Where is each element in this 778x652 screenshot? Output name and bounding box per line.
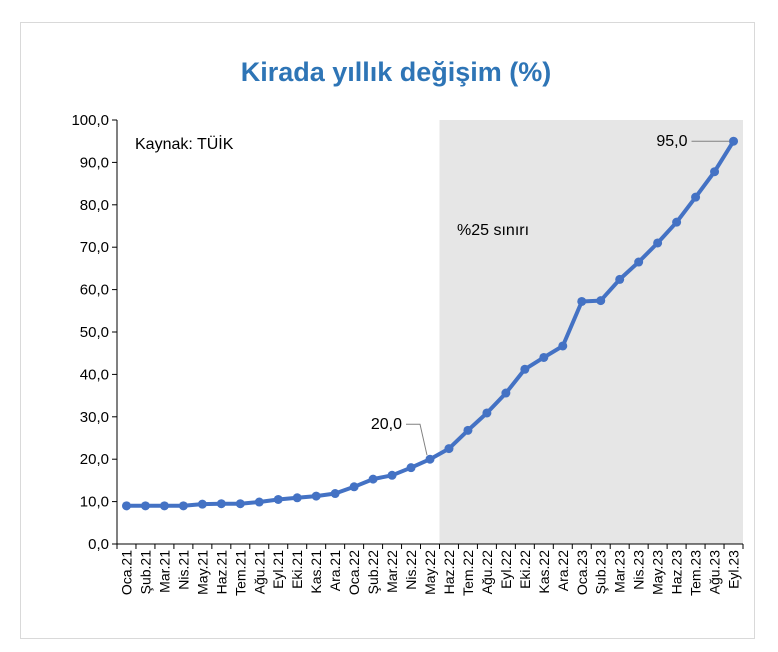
x-tick-label: Haz.22 xyxy=(441,550,457,595)
data-point xyxy=(482,408,492,418)
y-tick-label: 90,0 xyxy=(80,154,109,171)
data-point xyxy=(140,501,150,511)
data-point xyxy=(653,238,663,248)
x-tick-label: Nis.22 xyxy=(403,550,419,590)
x-tick-label: Oca.23 xyxy=(574,550,590,595)
data-point xyxy=(558,341,568,351)
x-tick-label: Haz.21 xyxy=(213,550,229,595)
data-point xyxy=(216,499,226,509)
x-tick-label: Ağu.21 xyxy=(251,550,267,595)
x-tick-label: May.21 xyxy=(194,550,210,595)
data-point xyxy=(444,444,454,454)
data-point xyxy=(159,501,169,511)
data-point xyxy=(273,494,283,504)
x-tick-label: Tem.23 xyxy=(688,550,704,596)
shaded-region-label: %25 sınırı xyxy=(457,222,529,239)
data-point xyxy=(197,499,207,509)
data-point xyxy=(178,501,188,511)
data-point xyxy=(292,493,302,503)
data-point xyxy=(710,167,720,177)
x-tick-label: Tem.21 xyxy=(232,550,248,596)
data-point xyxy=(311,491,321,501)
x-tick-label: Mar.21 xyxy=(156,550,172,593)
x-tick-label: Ara.21 xyxy=(327,550,343,591)
data-point xyxy=(121,501,131,511)
data-point xyxy=(425,454,435,464)
x-tick-label: Oca.21 xyxy=(118,550,134,595)
y-tick-label: 20,0 xyxy=(80,451,109,468)
x-tick-label: Eyl.21 xyxy=(270,550,286,589)
axes: 0,0 10,0 20,0 30,0 40,0 50,0 60,0 70,0 80,0 90,0 1… xyxy=(71,112,744,596)
x-tick-label: May.22 xyxy=(422,550,438,595)
x-tick-label: Eyl.22 xyxy=(498,550,514,589)
y-tick-label: 50,0 xyxy=(80,324,109,341)
chart-frame: Kirada yıllık değişim (%) Kaynak: TÜİK %… xyxy=(20,22,755,639)
annotation-label: 20,0 xyxy=(371,416,402,433)
x-tick-label: Eki.22 xyxy=(517,550,533,589)
y-tick-label: 40,0 xyxy=(80,366,109,383)
data-point xyxy=(577,296,587,306)
x-tick-label: Şub.21 xyxy=(137,550,153,595)
x-tick-label: Kas.21 xyxy=(308,550,324,594)
data-point xyxy=(539,352,549,362)
x-tick-label: Ağu.22 xyxy=(479,550,495,595)
chart-title: Kirada yıllık değişim (%) xyxy=(241,57,552,87)
y-tick-label: 80,0 xyxy=(80,197,109,214)
x-tick-label: Ara.22 xyxy=(555,550,571,591)
data-point xyxy=(463,425,473,435)
y-tick-label: 10,0 xyxy=(80,494,109,511)
x-tick-label: Haz.23 xyxy=(669,550,685,595)
series-rent-change xyxy=(121,136,739,511)
x-tick-label: Mar.22 xyxy=(384,550,400,593)
y-tick-label: 60,0 xyxy=(80,282,109,299)
data-point xyxy=(387,470,397,480)
annotation-leader xyxy=(406,423,428,456)
x-tick-label: Mar.23 xyxy=(612,550,628,593)
data-point xyxy=(520,364,530,374)
source-note: Kaynak: TÜİK xyxy=(135,134,234,153)
x-tick-label: Kas.22 xyxy=(536,550,552,594)
data-point xyxy=(235,499,245,509)
y-tick-label: 30,0 xyxy=(80,409,109,426)
data-point xyxy=(330,489,340,499)
data-point xyxy=(254,497,264,507)
data-point xyxy=(634,257,644,267)
data-point xyxy=(672,217,682,227)
x-tick-label: Eyl.23 xyxy=(726,550,742,589)
data-point xyxy=(691,192,701,202)
annotations: 20,0 95,0 xyxy=(371,133,730,456)
data-point xyxy=(501,388,511,398)
annotation-label: 95,0 xyxy=(656,133,687,150)
line-chart: Kirada yıllık değişim (%) Kaynak: TÜİK %… xyxy=(71,57,744,596)
x-tick-label: Oca.22 xyxy=(346,550,362,595)
x-tick-label: Eki.21 xyxy=(289,550,305,589)
x-tick-label: Ağu.23 xyxy=(707,550,723,595)
x-tick-label: Şub.22 xyxy=(365,550,381,595)
data-point xyxy=(349,482,359,492)
x-tick-label: Nis.21 xyxy=(175,550,191,590)
data-point xyxy=(729,136,739,146)
x-tick-label: Şub.23 xyxy=(593,550,609,595)
data-point xyxy=(596,296,606,306)
y-tick-label: 0,0 xyxy=(88,536,109,553)
shaded-region xyxy=(439,120,743,544)
y-tick-label: 70,0 xyxy=(80,239,109,256)
y-tick-label: 100,0 xyxy=(71,112,109,129)
data-point xyxy=(368,474,378,484)
data-point xyxy=(615,274,625,284)
x-tick-label: Tem.22 xyxy=(460,550,476,596)
data-point xyxy=(406,463,416,473)
x-tick-label: Nis.23 xyxy=(631,550,647,590)
x-tick-label: May.23 xyxy=(650,550,666,595)
